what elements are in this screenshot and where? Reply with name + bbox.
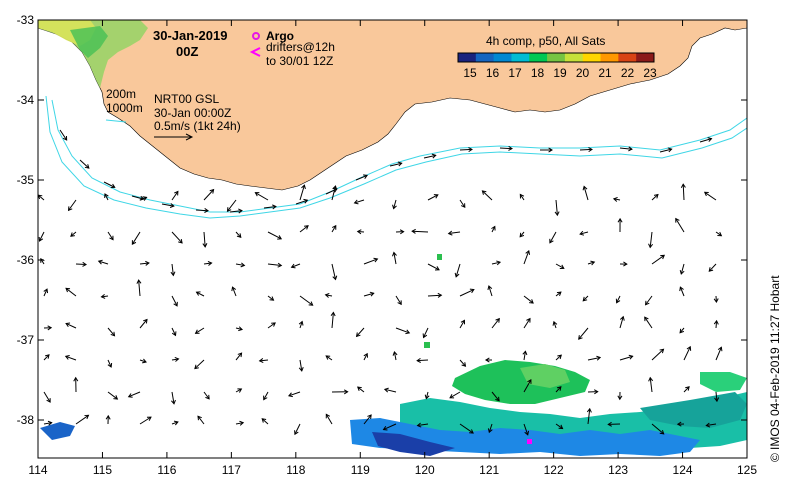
colorbar-swatch — [618, 53, 637, 62]
credit: IMOS 04-Feb-2019 11:27 Hobart — [768, 275, 782, 450]
colorbar-ticks: 15 16 17 18 19 20 21 22 23 — [463, 66, 657, 80]
colorbar-tick-label: 18 — [531, 66, 545, 80]
colorbar-tick-label: 15 — [463, 66, 477, 80]
colorbar-tick-label: 16 — [486, 66, 500, 80]
y-tick-label: -33 — [17, 13, 35, 27]
product-name: NRT00 GSL — [154, 92, 219, 106]
colorbar-swatch — [547, 53, 566, 62]
x-tick-label: 124 — [673, 463, 693, 477]
colorbar-frame — [457, 52, 655, 63]
y-tick-label: -36 — [17, 253, 35, 267]
sst-southern-patches — [40, 254, 747, 456]
colorbar-swatch — [582, 53, 602, 62]
x-tick-label: 121 — [479, 463, 499, 477]
colorbar-swatch — [493, 53, 512, 62]
colorbar-title: 4h comp, p50, All Sats — [486, 34, 605, 48]
colorbar-tick-label: 17 — [508, 66, 522, 80]
map-date: 30-Jan-2019 — [153, 28, 227, 43]
y-tick-label: -38 — [17, 413, 35, 427]
product-time: 30-Jan 00:00Z — [154, 106, 231, 120]
colorbar-tick-label: 23 — [643, 66, 657, 80]
x-axis: 114 115 116 117 118 119 120 121 122 123 124 125 — [28, 20, 757, 477]
x-tick-label: 118 — [286, 463, 305, 477]
isobath-1000-label: 1000m — [106, 101, 143, 115]
colorbar-swatch — [475, 53, 495, 62]
y-tick-label: -34 — [17, 93, 35, 107]
colorbar-tick-label: 19 — [553, 66, 567, 80]
drifters-line1: drifters@12h — [266, 40, 335, 54]
colorbar-swatch — [564, 53, 584, 62]
scale-arrow-icon — [154, 133, 194, 141]
colorbar-swatch — [600, 53, 619, 62]
y-axis: -33 -34 -35 -36 -37 -38 — [17, 13, 747, 427]
copyright-icon: © — [768, 453, 782, 462]
plot-frame — [37, 19, 748, 459]
y-tick-label: -35 — [17, 173, 35, 187]
x-tick-label: 119 — [351, 463, 370, 477]
colorbar-swatch — [511, 53, 530, 62]
y-tick-label: -37 — [17, 333, 35, 347]
x-tick-label: 116 — [157, 463, 176, 477]
map-time: 00Z — [176, 44, 198, 59]
drifters-line2: to 30/01 12Z — [266, 54, 333, 68]
colorbar-tick-label: 22 — [621, 66, 635, 80]
argo-label: Argo — [266, 29, 294, 43]
colorbar-tick-label: 21 — [598, 66, 612, 80]
drifter-marker-icon — [249, 47, 261, 57]
isobath-legend-line — [105, 119, 127, 123]
colorbar-swatch — [636, 53, 655, 62]
isobath-200m — [51, 99, 747, 213]
x-tick-label: 117 — [222, 463, 241, 477]
x-tick-label: 120 — [415, 463, 435, 477]
x-tick-label: 115 — [93, 463, 112, 477]
x-tick-label: 122 — [544, 463, 564, 477]
colorbar — [457, 52, 655, 63]
isobath-200-label: 200m — [106, 87, 136, 101]
colorbar-swatch — [458, 53, 477, 62]
x-tick-label: 123 — [608, 463, 628, 477]
current-vectors — [38, 129, 723, 436]
isobath-1000m — [45, 95, 747, 219]
argo-marker-icon — [252, 32, 260, 40]
colorbar-tick-label: 20 — [576, 66, 590, 80]
colorbar-swatch — [529, 53, 548, 62]
scale-label: 0.5m/s (1kt 24h) — [154, 119, 241, 133]
x-tick-label: 125 — [737, 463, 757, 477]
coastal-sst-green — [70, 26, 108, 58]
x-tick-label: 114 — [28, 463, 47, 477]
